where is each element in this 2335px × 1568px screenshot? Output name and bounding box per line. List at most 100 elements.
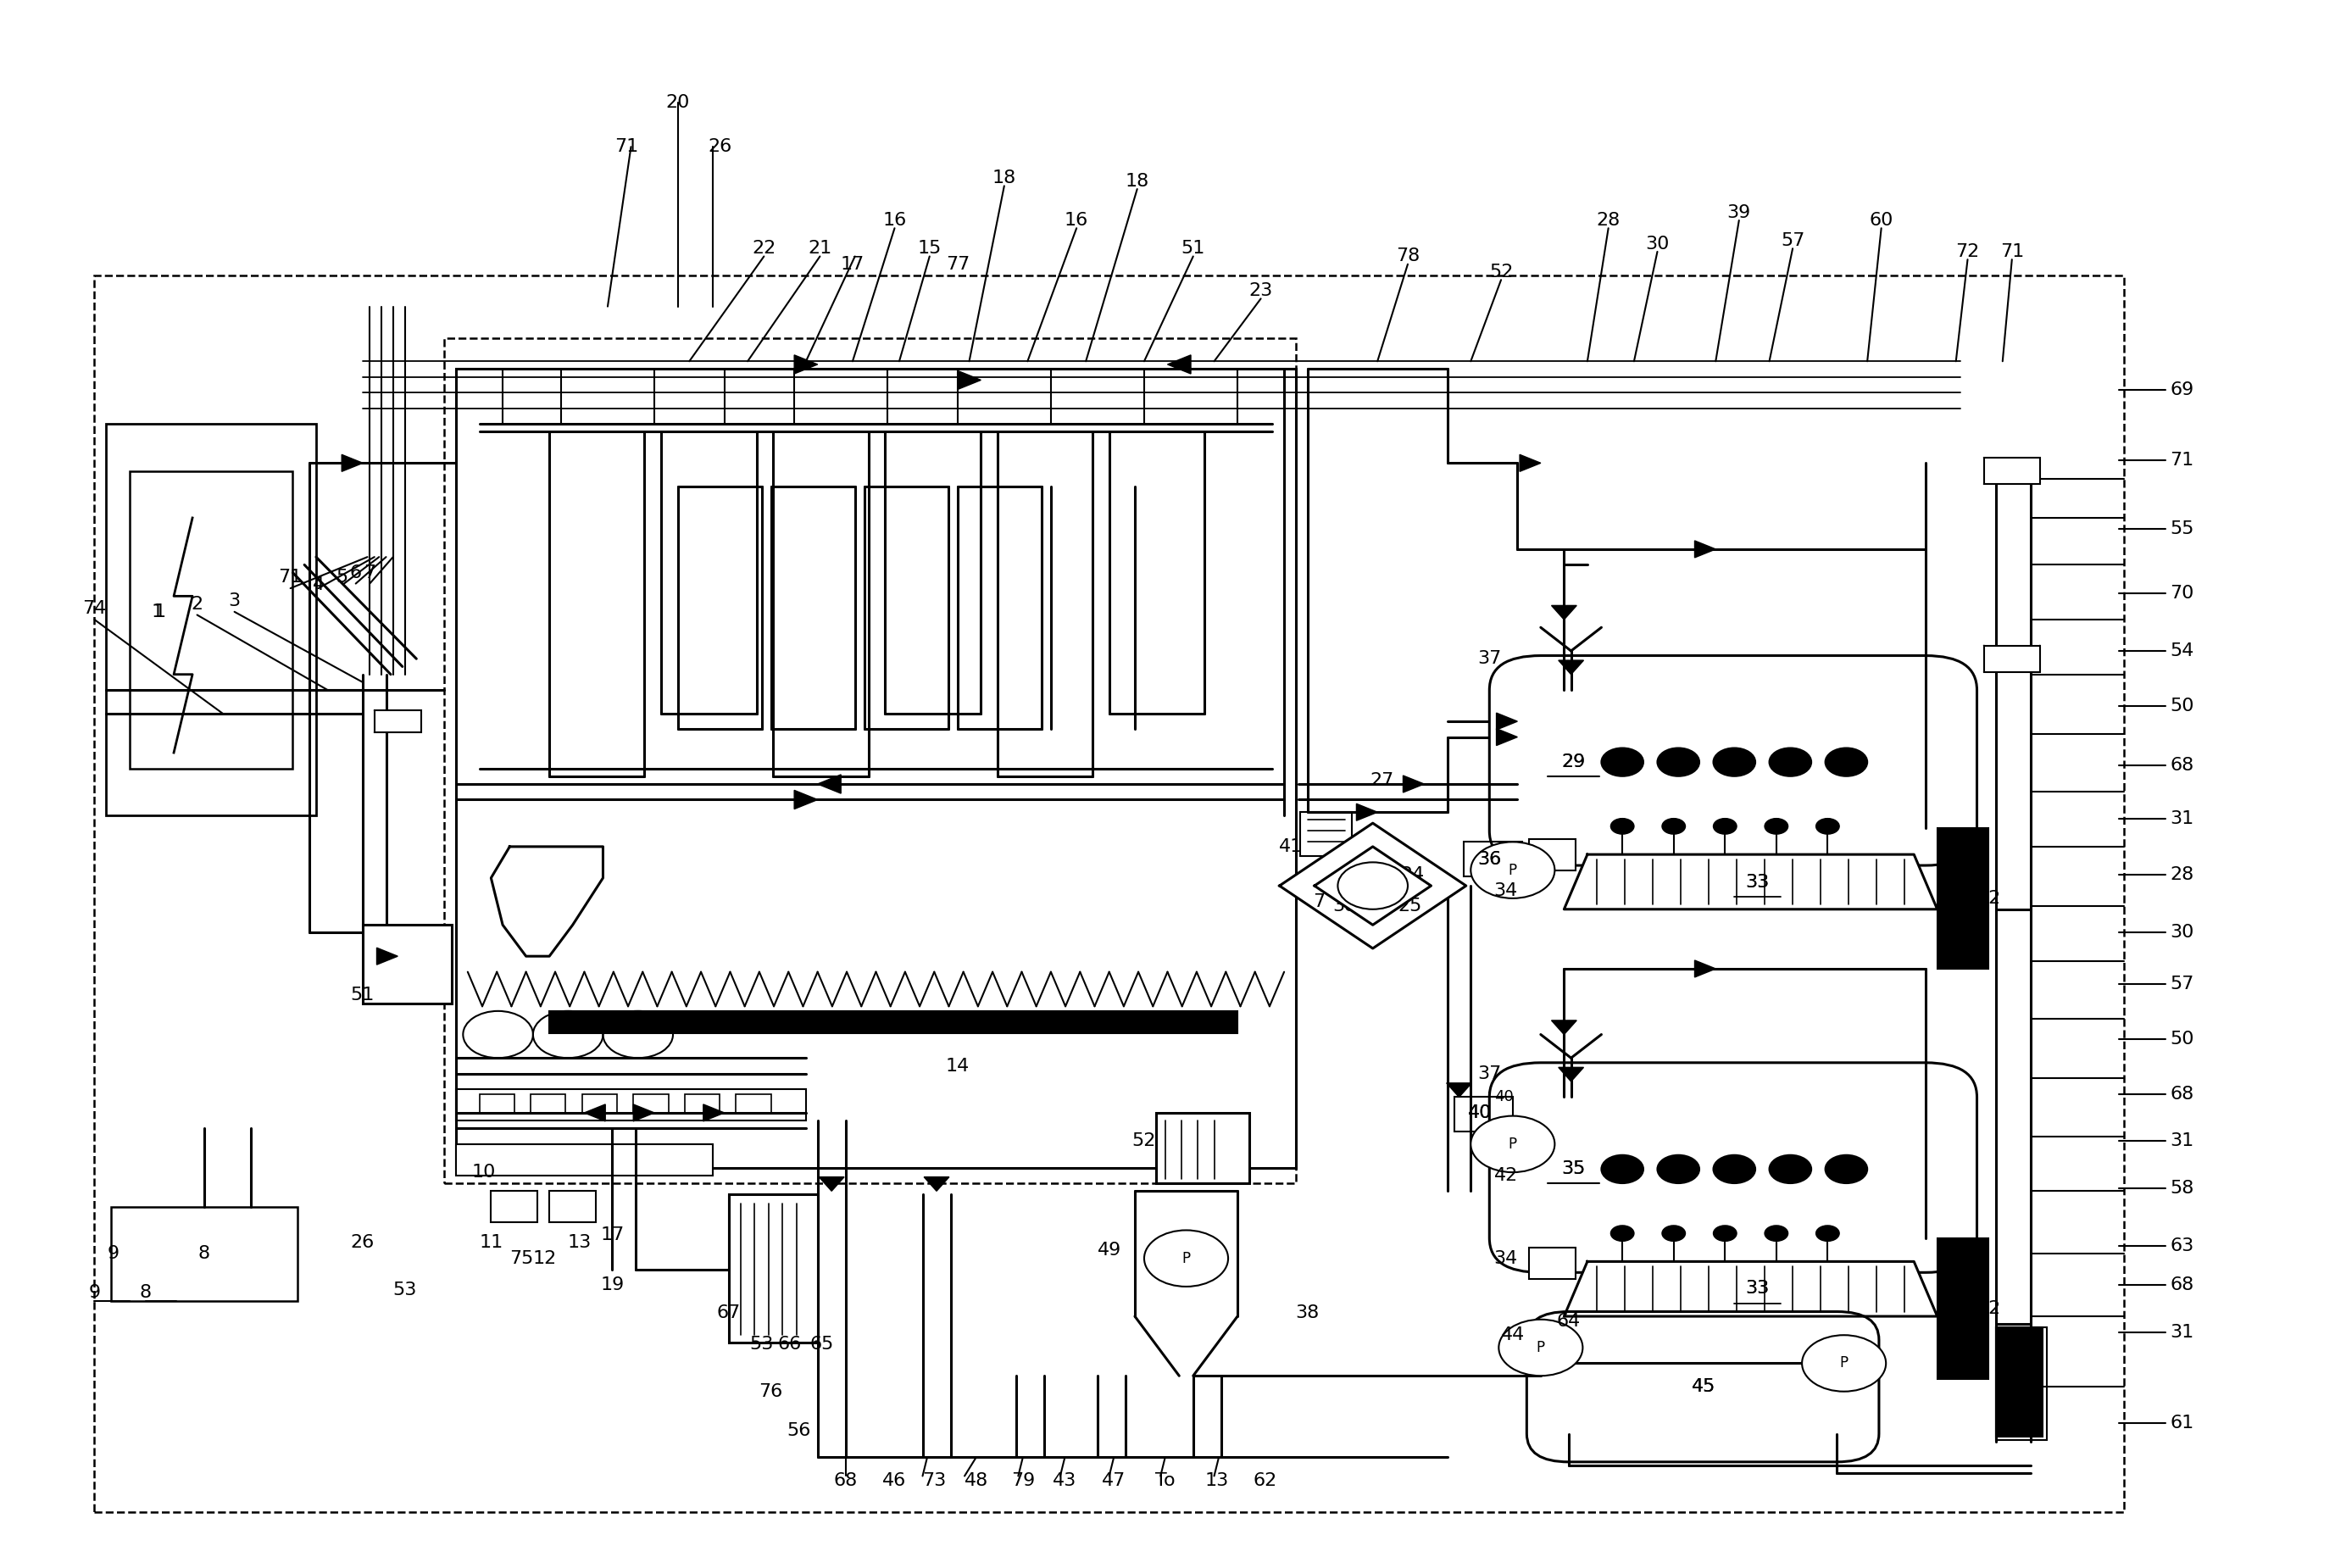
Polygon shape	[957, 370, 981, 389]
Text: 43: 43	[1053, 1472, 1076, 1490]
Text: 40: 40	[1469, 1104, 1492, 1121]
Polygon shape	[1168, 354, 1191, 373]
Text: 45: 45	[1693, 1378, 1716, 1396]
Bar	[549, 1192, 595, 1223]
Text: 22: 22	[752, 240, 775, 257]
Text: 38: 38	[1333, 897, 1357, 914]
Text: 26: 26	[350, 1234, 374, 1251]
Polygon shape	[1280, 823, 1466, 949]
Text: 41: 41	[1280, 839, 1303, 855]
Text: 56: 56	[787, 1422, 810, 1439]
Text: 52: 52	[1490, 263, 1513, 281]
Circle shape	[1471, 1116, 1555, 1173]
Text: 28: 28	[1597, 212, 1620, 229]
Text: 42: 42	[1494, 1167, 1518, 1184]
Polygon shape	[1695, 960, 1716, 977]
Text: 12: 12	[532, 1250, 556, 1267]
Text: 7: 7	[1312, 892, 1324, 909]
Text: 8: 8	[140, 1284, 152, 1301]
Polygon shape	[794, 790, 817, 809]
Polygon shape	[633, 1104, 654, 1121]
Bar	[1529, 839, 1576, 870]
Text: 65: 65	[810, 1336, 834, 1353]
Text: 63: 63	[2169, 1237, 2195, 1254]
Text: 77: 77	[946, 256, 969, 273]
Text: 34: 34	[1494, 881, 1518, 898]
Text: 25: 25	[1399, 897, 1422, 914]
Text: 29: 29	[1562, 754, 1585, 770]
Polygon shape	[1557, 660, 1583, 674]
Bar	[530, 1094, 565, 1113]
Text: 26: 26	[708, 138, 731, 155]
Text: 38: 38	[1296, 1305, 1319, 1322]
Circle shape	[1817, 1226, 1840, 1242]
Text: 71: 71	[614, 138, 637, 155]
Bar	[490, 1192, 537, 1223]
Bar	[128, 470, 292, 768]
Text: 35: 35	[1562, 1160, 1585, 1178]
Circle shape	[1611, 818, 1634, 834]
Polygon shape	[1564, 855, 1938, 909]
Text: 35: 35	[1562, 1160, 1585, 1178]
Bar	[1938, 828, 1989, 969]
Text: 36: 36	[1478, 851, 1501, 867]
Text: 6: 6	[350, 564, 362, 582]
Text: 68: 68	[2169, 757, 2195, 773]
Polygon shape	[817, 775, 841, 793]
Text: 32: 32	[1978, 1300, 2001, 1317]
Bar	[105, 423, 315, 815]
Text: 71: 71	[278, 569, 304, 586]
Text: 33: 33	[1747, 1279, 1770, 1297]
Polygon shape	[1445, 1083, 1471, 1098]
Text: 31: 31	[2169, 1132, 2195, 1149]
Text: 34: 34	[1494, 1250, 1518, 1267]
Bar	[1938, 1239, 1989, 1378]
Circle shape	[1602, 748, 1644, 776]
Text: 16: 16	[883, 212, 906, 229]
Circle shape	[1714, 1226, 1737, 1242]
Text: 30: 30	[1646, 235, 1670, 252]
Circle shape	[1611, 1226, 1634, 1242]
Text: 53: 53	[750, 1336, 773, 1353]
FancyBboxPatch shape	[1490, 655, 1978, 866]
Bar	[1529, 1248, 1576, 1279]
Text: 24: 24	[1401, 867, 1424, 883]
Text: 17: 17	[841, 256, 864, 273]
Text: 73: 73	[922, 1472, 946, 1490]
Text: 47: 47	[1102, 1472, 1125, 1490]
Text: 67: 67	[717, 1305, 740, 1322]
Text: 10: 10	[472, 1163, 495, 1181]
Polygon shape	[820, 1178, 845, 1192]
Text: 33: 33	[1747, 1279, 1770, 1297]
Bar	[455, 1090, 806, 1121]
Text: 31: 31	[2169, 1323, 2195, 1341]
Polygon shape	[1357, 804, 1378, 820]
Text: 50: 50	[2169, 698, 2195, 713]
FancyBboxPatch shape	[1490, 1063, 1978, 1273]
Text: 15: 15	[918, 240, 941, 257]
Text: 68: 68	[2169, 1276, 2195, 1294]
Text: 68: 68	[2169, 1085, 2195, 1102]
Circle shape	[1658, 1156, 1700, 1184]
Bar	[684, 1094, 719, 1113]
Text: 59: 59	[1957, 1352, 1980, 1369]
Text: P: P	[1840, 1356, 1849, 1370]
Polygon shape	[1550, 605, 1576, 619]
Bar	[374, 710, 420, 732]
Text: 71: 71	[2169, 452, 2195, 469]
Bar	[1156, 1113, 1249, 1184]
Bar	[93, 274, 2125, 1512]
Bar	[736, 1094, 771, 1113]
Polygon shape	[1403, 776, 1424, 792]
Polygon shape	[341, 455, 362, 472]
Text: 16: 16	[1065, 212, 1088, 229]
Polygon shape	[1550, 1021, 1576, 1035]
Text: 58: 58	[2169, 1179, 2195, 1196]
Text: 5: 5	[336, 569, 348, 586]
Text: 11: 11	[479, 1234, 502, 1251]
Circle shape	[1714, 748, 1756, 776]
Text: 40: 40	[1469, 1104, 1492, 1121]
Circle shape	[1471, 842, 1555, 898]
Text: 52: 52	[1132, 1132, 1156, 1149]
Text: 69: 69	[2169, 381, 2195, 398]
